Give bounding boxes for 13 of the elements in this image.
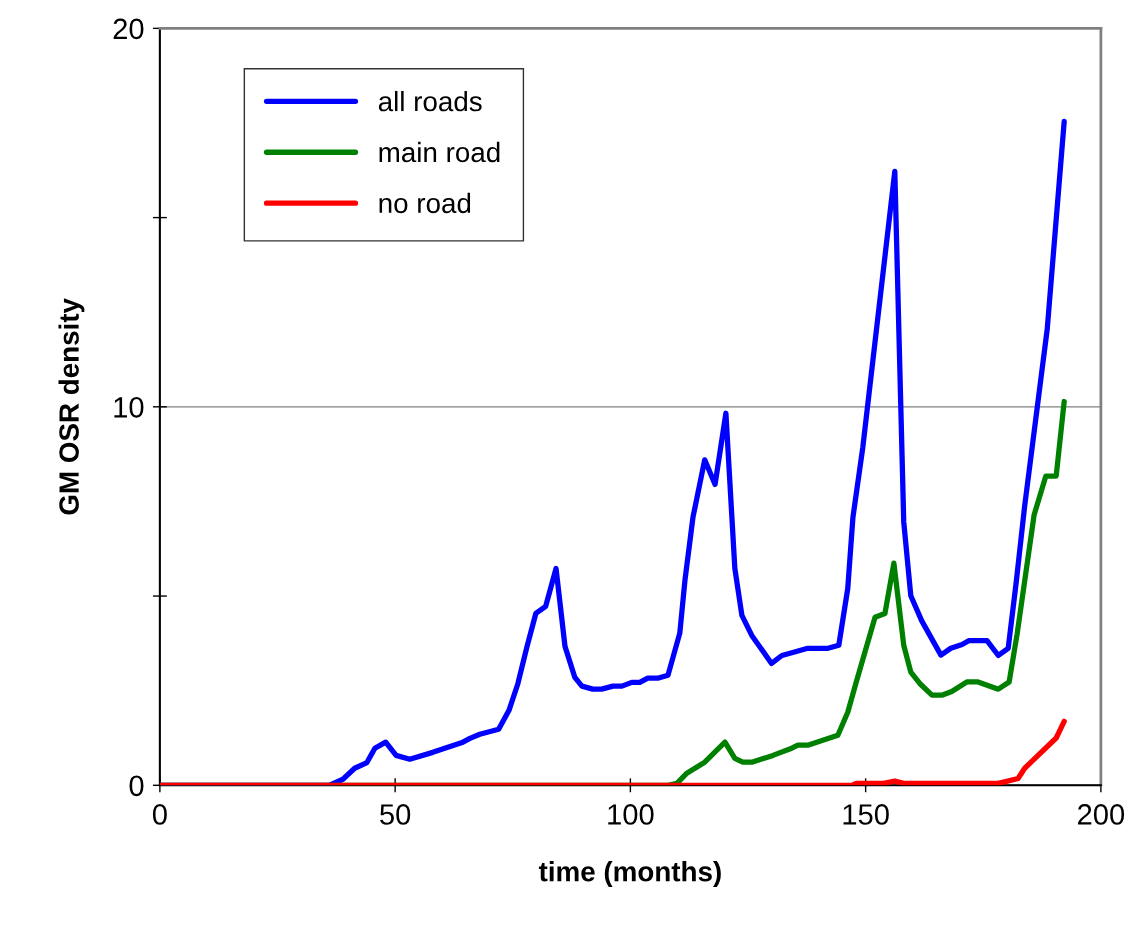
x-axis-title: time (months) [538,861,721,887]
x-tick-label: 50 [380,804,411,825]
x-tick-label: 0 [152,804,167,825]
legend-label: main road [379,141,500,163]
x-tick-label: 150 [843,804,889,825]
y-tick-label: 10 [114,397,144,418]
y-axis-title: GM OSR density [58,298,85,515]
legend-label: no road [379,192,471,214]
y-tick-label: 0 [129,775,144,797]
x-tick-label: 200 [1078,804,1125,825]
y-tick-label: 20 [113,18,144,40]
legend-label: all roads [378,90,482,112]
x-tick-label: 100 [608,804,654,825]
